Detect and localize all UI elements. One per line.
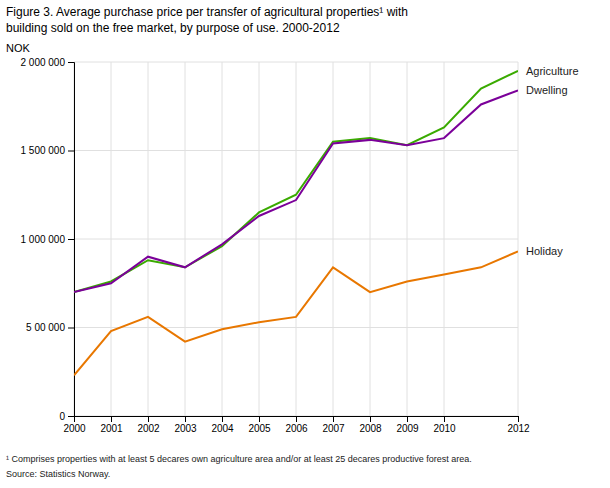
annotation: Source: Statistics Norway. (6, 469, 110, 479)
chart-svg: 2000 2001 2002 2003 2004 2005 2006 2007 2008 2009… (0, 0, 610, 488)
tick-mark (296, 416, 297, 422)
tick-label: 2010 (433, 423, 456, 434)
tick-label: 2002 (137, 423, 160, 434)
series-line (74, 90, 518, 292)
grid-line-x (111, 62, 112, 416)
tick-mark (68, 328, 74, 329)
tick-mark (259, 416, 260, 422)
tick-mark (148, 416, 149, 422)
tick-label: 2006 (285, 423, 308, 434)
tick: 2012 (507, 416, 530, 434)
tick-label: 2009 (396, 423, 419, 434)
tick-label: 1 000 000 (21, 234, 66, 245)
tick-mark (68, 416, 74, 417)
grid-line-x (185, 62, 186, 416)
axis-line (75, 417, 519, 423)
tick: 2008 (359, 416, 382, 434)
tick-label: 5 00 000 (26, 322, 65, 333)
y-axis-label: NOK (6, 42, 31, 54)
grid-line-x (370, 62, 371, 416)
tick-mark (111, 416, 112, 422)
tick-mark (444, 416, 445, 422)
tick: 2007 (322, 416, 345, 434)
subtitle: building sold on the free market, by pur… (6, 21, 340, 35)
tick-label: 2000 (63, 423, 86, 434)
tick-label: 2 000 000 (21, 57, 66, 68)
grid-line-x (222, 62, 223, 416)
tick-mark (222, 416, 223, 422)
series-label: Holiday (526, 245, 563, 257)
tick: 2010 (433, 416, 456, 434)
plot-area: 2000 2001 2002 2003 2004 2005 2006 2007 2008 2009… (21, 57, 579, 434)
tick: 1 000 000 (21, 234, 75, 245)
annotation: ¹ Comprises properties with at least 5 d… (6, 454, 472, 464)
axis-line (68, 63, 75, 417)
grid (74, 62, 518, 416)
series-label: Dwelling (526, 84, 568, 96)
tick: 2000 (63, 416, 86, 434)
tick: 2004 (211, 416, 234, 434)
tick-label: 2008 (359, 423, 382, 434)
tick-label: 2001 (100, 423, 123, 434)
tick-label: 1 500 000 (21, 145, 66, 156)
y-axis: 0 5 00 000 1 000 000 1 500 000 2 000 000 (21, 57, 75, 422)
title: Figure 3. Average purchase price per tra… (6, 5, 408, 19)
tick: 1 500 000 (21, 145, 75, 156)
tick: 2009 (396, 416, 419, 434)
tick-label: 2003 (174, 423, 197, 434)
tick: 2 000 000 (21, 57, 75, 68)
tick-mark (370, 416, 371, 422)
series-labels: Agriculture Dwelling Holiday (526, 65, 579, 258)
tick: 5 00 000 (26, 322, 74, 333)
tick: 2006 (285, 416, 308, 434)
grid-line-x (518, 62, 519, 416)
grid-line-x (148, 62, 149, 416)
series-line (74, 251, 518, 375)
grid-line-x (259, 62, 260, 416)
tick-mark (68, 239, 74, 240)
tick: 2005 (248, 416, 271, 434)
tick-label: 0 (59, 411, 65, 422)
grid-line-x (333, 62, 334, 416)
grid-line-x (444, 62, 445, 416)
tick-mark (68, 62, 74, 63)
tick: 2002 (137, 416, 160, 434)
tick: 0 (59, 411, 74, 422)
tick-mark (68, 151, 74, 152)
tick-mark (333, 416, 334, 422)
grid-line-x (407, 62, 408, 416)
tick-mark (185, 416, 186, 422)
tick-label: 2007 (322, 423, 345, 434)
tick-label: 2004 (211, 423, 234, 434)
lines (74, 71, 518, 375)
tick: 2003 (174, 416, 197, 434)
x-axis: 2000 2001 2002 2003 2004 2005 2006 2007 2008 2009… (63, 416, 530, 434)
series-line (74, 71, 518, 292)
series-label: Agriculture (526, 65, 579, 77)
tick-mark (407, 416, 408, 422)
tick: 2001 (100, 416, 123, 434)
tick-label: 2005 (248, 423, 271, 434)
tick-mark (518, 416, 519, 422)
tick-label: 2012 (507, 423, 530, 434)
grid-line-x (296, 62, 297, 416)
